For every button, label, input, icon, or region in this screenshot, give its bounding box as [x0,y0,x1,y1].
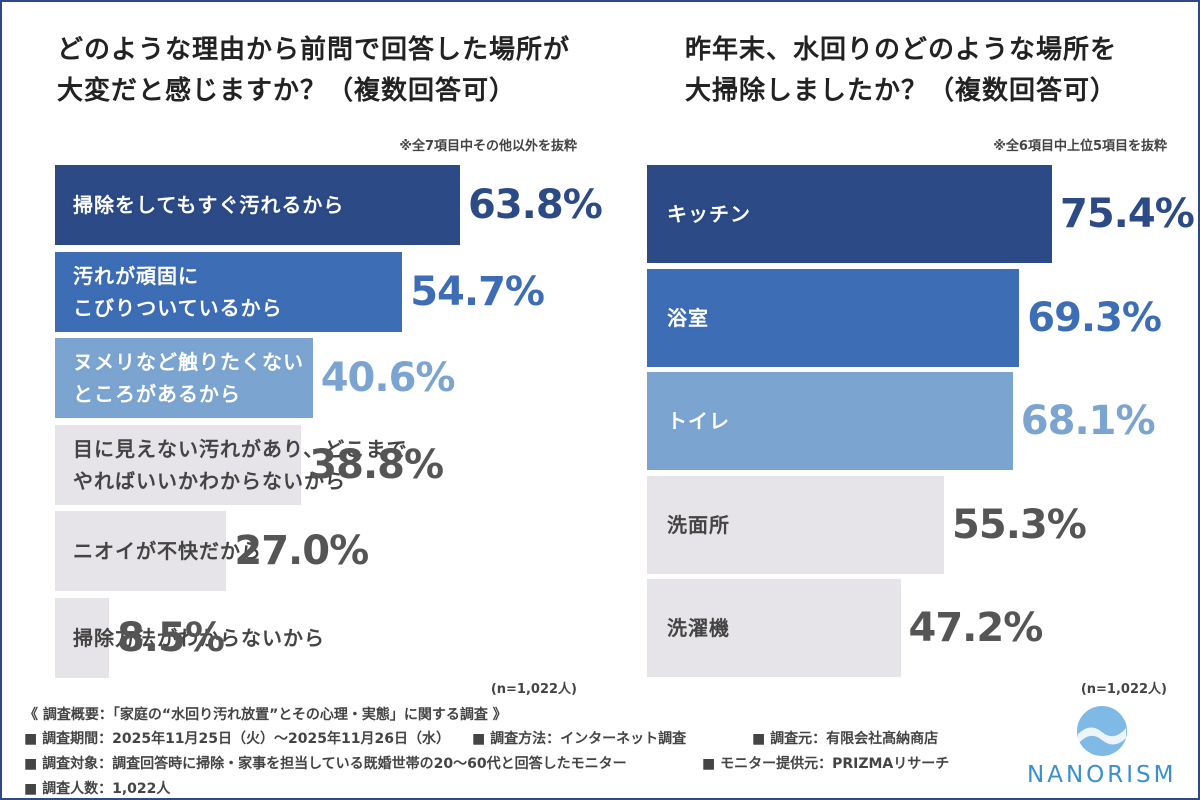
survey-item: ■ 調査方法：インターネット調査 [472,731,687,747]
bar-label: 掃除方法がわからないから [73,626,325,650]
bar-label: キッチン [667,202,751,226]
logo-icon [1077,706,1127,756]
value-label: 8.5% [116,615,225,661]
bar [55,338,313,419]
bar-label: 浴室 [667,305,709,330]
value-label: 47.2% [908,605,1044,651]
bar-label: 洗面所 [667,512,730,537]
bar [647,165,1052,263]
value-label: 38.8% [309,441,444,488]
survey-item: ■ モニター提供元：PRIZMAリサーチ [702,756,950,772]
survey-item: ■ 調査期間：2025年11月25日（火）～2025年11月26日（水） [24,731,450,747]
value-label: 55.3% [952,501,1087,548]
bar-label: 洗濯機 [667,616,730,640]
chart-note: ※全6項目中上位5項目を抜粋 [993,139,1167,154]
bar [55,598,109,678]
bar-label: ニオイが不快だから [73,539,262,564]
bar [647,579,901,677]
bar [647,475,945,574]
chart-title: 昨年末、水回りのどのような場所を 大掃除しましたか？（複数回答可） [685,35,1118,106]
bar-label: 汚れが頑固に こびりついているから [73,263,283,320]
bar [55,165,460,245]
value-label: 75.4% [1060,191,1195,237]
bar-label: 掃除をしてもすぐ汚れるから [73,193,345,217]
bar [647,268,1020,367]
bar-label: 目に見えない汚れがあり、どこまで やればいいかわからないから [73,436,408,493]
survey-heading: 《 調査概要：「家庭の“水回り汚れ放置”とその心理・実態」に関する調査 》 [24,707,507,723]
survey-item: ■ 調査対象：調査回答時に掃除・家事を担当している既婚世帯の20～60代と回答し… [24,756,627,772]
bar [55,424,302,505]
value-label: 40.6% [320,355,456,402]
bar-label: ヌメリなど触りたくない ところがあるから [73,350,304,407]
value-label: 54.7% [410,268,545,315]
sample-size: (n=1,022人) [490,682,577,697]
value-label: 68.1% [1020,398,1156,444]
bar-label: トイレ [667,409,730,433]
sample-size: (n=1,022人) [1080,682,1167,697]
value-label: 63.8% [468,182,603,228]
bar [647,372,1013,470]
value-label: 69.3% [1027,294,1162,341]
chart-title: どのような理由から前問で回答した場所が 大変だと感じますか？（複数回答可） [57,35,571,106]
value-label: 27.0% [234,528,369,575]
bar [55,251,403,332]
survey-item: ■ 調査元：有限会社髙納商店 [752,731,939,747]
chart-note: ※全7項目中その他以外を抜粋 [399,139,577,154]
logo-text: NANORISM [1027,762,1177,788]
bar [55,511,227,592]
survey-item: ■ 調査人数：1,022人 [24,781,171,797]
